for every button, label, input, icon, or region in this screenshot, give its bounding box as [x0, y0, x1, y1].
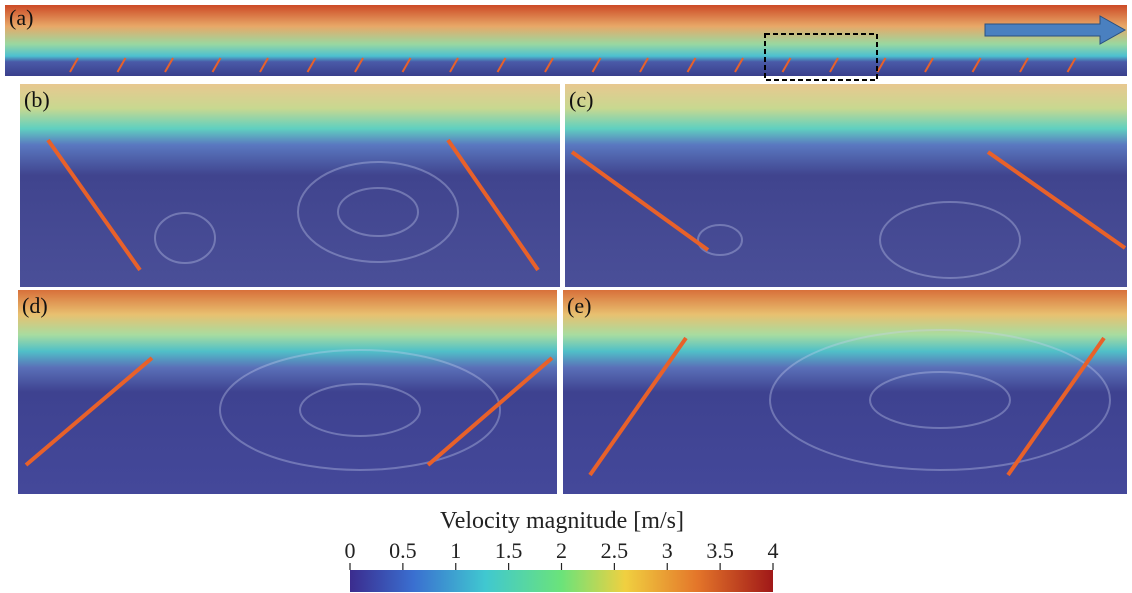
blade: [876, 57, 887, 73]
blade: [69, 57, 79, 73]
colorbar-ramp: [350, 570, 773, 592]
panel-c: (c): [565, 84, 1127, 287]
blade: [734, 57, 744, 73]
blade: [164, 57, 174, 73]
blades: [69, 57, 1077, 73]
blade: [449, 57, 459, 73]
panel-label: (a): [9, 5, 33, 30]
flow-field: [565, 84, 1127, 287]
tick-label: 1: [450, 538, 461, 563]
blade: [829, 57, 839, 73]
blade: [401, 57, 412, 73]
panel-label: (c): [569, 87, 593, 112]
flow-field: [563, 290, 1127, 494]
blade: [354, 57, 364, 73]
panel-label: (d): [22, 293, 48, 318]
panel-b: (b): [20, 84, 560, 287]
zoom-box: [764, 33, 878, 81]
panel-label: (e): [567, 293, 591, 318]
blade: [924, 57, 934, 73]
tick-label: 3.5: [706, 538, 734, 563]
flow-field: [20, 84, 560, 287]
panel-d: (d): [18, 290, 557, 494]
blade: [686, 57, 697, 73]
blade: [971, 57, 982, 73]
tick-label: 3: [662, 538, 673, 563]
blade: [116, 57, 127, 73]
panel-label: (b): [24, 87, 50, 112]
tick-label: 0.5: [389, 538, 417, 563]
flow-field: [18, 290, 557, 494]
tick-label: 4: [768, 538, 779, 563]
blade: [591, 57, 602, 73]
blade: [211, 57, 222, 73]
panel-e: (e): [563, 290, 1127, 494]
blade: [259, 57, 269, 73]
blade: [781, 57, 792, 73]
blade: [1066, 57, 1077, 73]
tick-label: 0: [345, 538, 356, 563]
blade: [496, 57, 507, 73]
tick-label: 2.5: [601, 538, 629, 563]
colorbar: Velocity magnitude [m/s] 0 0.5 1 1.5 2 2.5 3 3.…: [345, 508, 779, 592]
blade: [544, 57, 554, 73]
blade: [1019, 57, 1029, 73]
flow-field: [5, 5, 1127, 76]
blade: [306, 57, 317, 73]
panel-a: (a): [5, 5, 1127, 81]
tick-label: 2: [556, 538, 567, 563]
blade: [639, 57, 649, 73]
flow-arrow: [984, 15, 1127, 45]
tick-label: 1.5: [495, 538, 523, 563]
colorbar-title: Velocity magnitude [m/s]: [440, 508, 684, 534]
